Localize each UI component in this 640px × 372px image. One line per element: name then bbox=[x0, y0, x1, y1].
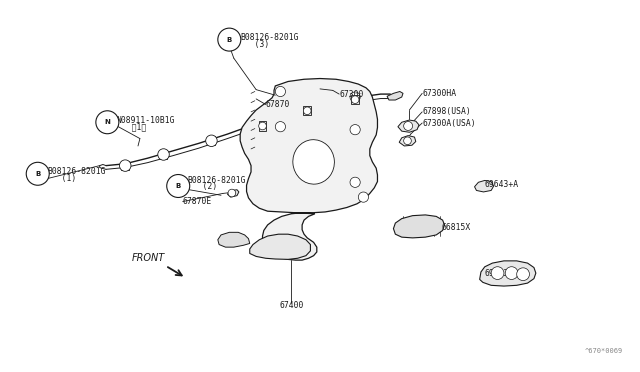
Polygon shape bbox=[394, 215, 445, 238]
Text: 69643+A: 69643+A bbox=[484, 180, 519, 189]
Ellipse shape bbox=[293, 140, 334, 184]
Polygon shape bbox=[387, 92, 403, 100]
Text: 67400: 67400 bbox=[279, 301, 303, 310]
Text: 67898(USA): 67898(USA) bbox=[422, 108, 471, 116]
Polygon shape bbox=[240, 78, 378, 260]
Text: B08126-8201G: B08126-8201G bbox=[240, 33, 299, 42]
Text: 67300A(USA): 67300A(USA) bbox=[422, 119, 476, 128]
Polygon shape bbox=[479, 261, 536, 286]
Text: 67300: 67300 bbox=[339, 90, 364, 99]
Text: 67870: 67870 bbox=[266, 100, 290, 109]
Circle shape bbox=[404, 137, 412, 145]
Text: 、1）: 、1） bbox=[117, 122, 146, 131]
Polygon shape bbox=[303, 106, 311, 115]
Circle shape bbox=[516, 268, 529, 280]
Text: (2): (2) bbox=[188, 182, 217, 191]
Text: FRONT: FRONT bbox=[132, 253, 165, 263]
Text: 66815X: 66815X bbox=[442, 223, 470, 232]
Polygon shape bbox=[227, 190, 239, 197]
Circle shape bbox=[96, 111, 119, 134]
Text: B: B bbox=[175, 183, 181, 189]
Text: N08911-10B1G: N08911-10B1G bbox=[117, 116, 175, 125]
Text: B: B bbox=[227, 36, 232, 43]
Text: B08126-8201G: B08126-8201G bbox=[188, 176, 246, 185]
Circle shape bbox=[505, 267, 518, 279]
Text: 67870E: 67870E bbox=[182, 197, 212, 206]
Polygon shape bbox=[122, 161, 129, 170]
Circle shape bbox=[120, 160, 131, 171]
Polygon shape bbox=[218, 232, 250, 247]
Circle shape bbox=[351, 96, 359, 103]
Text: (3): (3) bbox=[240, 40, 269, 49]
Text: 69643: 69643 bbox=[484, 269, 509, 278]
Polygon shape bbox=[399, 136, 416, 146]
Circle shape bbox=[404, 122, 413, 131]
Polygon shape bbox=[259, 121, 266, 131]
Polygon shape bbox=[207, 136, 215, 145]
Circle shape bbox=[167, 174, 189, 198]
Circle shape bbox=[205, 135, 217, 147]
Circle shape bbox=[218, 28, 241, 51]
Text: ^670*0069: ^670*0069 bbox=[585, 348, 623, 354]
Circle shape bbox=[259, 122, 266, 130]
Polygon shape bbox=[250, 234, 310, 259]
Polygon shape bbox=[160, 150, 168, 159]
Circle shape bbox=[275, 122, 285, 132]
Circle shape bbox=[122, 162, 129, 169]
Circle shape bbox=[160, 151, 168, 158]
Text: B08126-8201G: B08126-8201G bbox=[47, 167, 106, 176]
Polygon shape bbox=[398, 120, 419, 132]
Circle shape bbox=[275, 86, 285, 97]
Circle shape bbox=[358, 192, 369, 202]
Text: 67300HA: 67300HA bbox=[422, 89, 456, 98]
Circle shape bbox=[491, 267, 504, 279]
Text: (1): (1) bbox=[47, 174, 77, 183]
Circle shape bbox=[350, 92, 360, 102]
Polygon shape bbox=[474, 180, 493, 192]
Circle shape bbox=[303, 107, 311, 115]
Text: N: N bbox=[104, 119, 110, 125]
Circle shape bbox=[158, 149, 170, 160]
Circle shape bbox=[26, 162, 49, 185]
Circle shape bbox=[350, 177, 360, 187]
Circle shape bbox=[350, 125, 360, 135]
Polygon shape bbox=[351, 95, 359, 104]
Circle shape bbox=[207, 137, 215, 145]
Circle shape bbox=[228, 189, 236, 197]
Text: B: B bbox=[35, 171, 40, 177]
